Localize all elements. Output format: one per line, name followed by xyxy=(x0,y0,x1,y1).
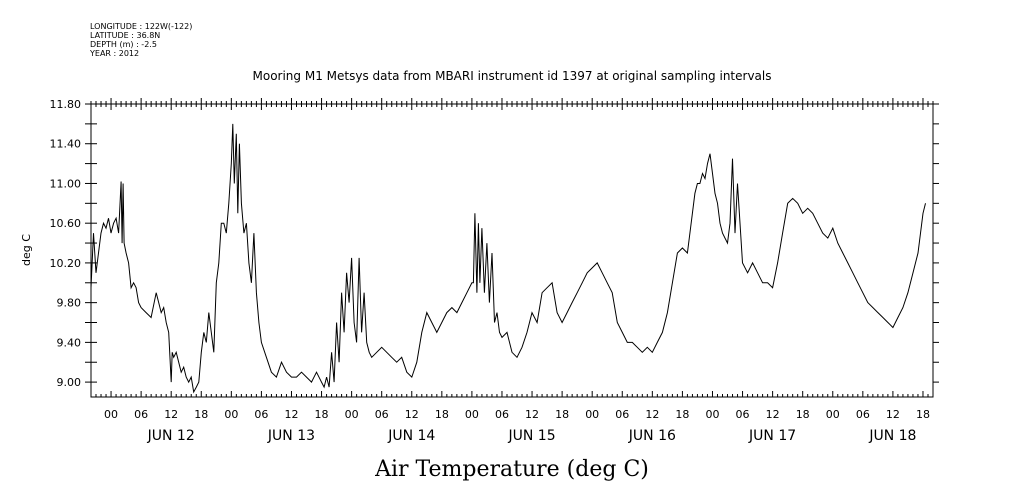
meta-latitude: LATITUDE : 36.8N xyxy=(90,31,161,40)
x-hour-label: 18 xyxy=(315,408,329,421)
x-hour-label: 06 xyxy=(254,408,268,421)
x-hour-label: 18 xyxy=(555,408,569,421)
station-metadata: LONGITUDE : 122W(-122) LATITUDE : 36.8N … xyxy=(90,22,192,58)
x-hour-label: 18 xyxy=(435,408,449,421)
y-tick-label: 10.60 xyxy=(50,217,82,230)
x-day-label: JUN 18 xyxy=(868,428,916,444)
y-tick-labels: 11.80 11.40 11.00 10.60 10.20 9.80 9.40 9.00 xyxy=(50,98,82,389)
x-hour-label: 06 xyxy=(615,408,629,421)
meta-longitude: LONGITUDE : 122W(-122) xyxy=(90,22,193,31)
y-tick-label: 9.80 xyxy=(57,297,82,310)
x-hour-label: 12 xyxy=(164,408,178,421)
x-day-label: JUN 17 xyxy=(748,428,796,444)
x-hour-label: 18 xyxy=(916,408,930,421)
x-day-label: JUN 14 xyxy=(387,428,435,444)
x-hour-label: 00 xyxy=(465,408,479,421)
y-tick-label: 9.00 xyxy=(57,376,82,389)
series-line xyxy=(90,123,926,394)
x-hour-label: 18 xyxy=(675,408,689,421)
x-axis-label: Air Temperature (deg C) xyxy=(374,457,649,482)
plot-frame xyxy=(90,103,934,398)
x-tick-labels: 00 06 12 18 00 06 12 18 00 06 12 18 00 06 12 18 00 06 12 18… xyxy=(104,408,930,444)
axis-ticks xyxy=(85,98,939,397)
x-hour-label: 12 xyxy=(645,408,659,421)
y-axis-label: deg C xyxy=(20,234,33,266)
x-day-label: JUN 12 xyxy=(147,428,195,444)
y-tick-label: 9.40 xyxy=(57,336,82,349)
x-hour-label: 12 xyxy=(886,408,900,421)
chart-title: Mooring M1 Metsys data from MBARI instru… xyxy=(253,69,772,83)
x-hour-label: 18 xyxy=(194,408,208,421)
x-hour-label: 00 xyxy=(224,408,238,421)
y-tick-label: 11.40 xyxy=(50,138,82,151)
x-hour-label: 12 xyxy=(766,408,780,421)
x-hour-label: 00 xyxy=(345,408,359,421)
x-hour-label: 00 xyxy=(826,408,840,421)
x-hour-label: 06 xyxy=(375,408,389,421)
x-hour-label: 06 xyxy=(134,408,148,421)
x-hour-label: 12 xyxy=(284,408,298,421)
y-tick-label: 10.20 xyxy=(50,257,82,270)
x-hour-label: 12 xyxy=(405,408,419,421)
y-tick-label: 11.80 xyxy=(50,98,82,111)
x-hour-label: 00 xyxy=(585,408,599,421)
x-hour-label: 06 xyxy=(495,408,509,421)
y-tick-label: 11.00 xyxy=(50,177,82,190)
x-day-label: JUN 15 xyxy=(507,428,555,444)
x-hour-label: 06 xyxy=(856,408,870,421)
x-hour-label: 12 xyxy=(525,408,539,421)
x-hour-label: 18 xyxy=(796,408,810,421)
x-hour-label: 00 xyxy=(104,408,118,421)
x-hour-label: 00 xyxy=(705,408,719,421)
meta-year: YEAR : 2012 xyxy=(90,49,140,58)
x-day-label: JUN 13 xyxy=(267,428,315,444)
x-hour-label: 06 xyxy=(736,408,750,421)
x-day-label: JUN 16 xyxy=(628,428,676,444)
meta-depth: DEPTH (m) : -2.5 xyxy=(90,40,157,49)
